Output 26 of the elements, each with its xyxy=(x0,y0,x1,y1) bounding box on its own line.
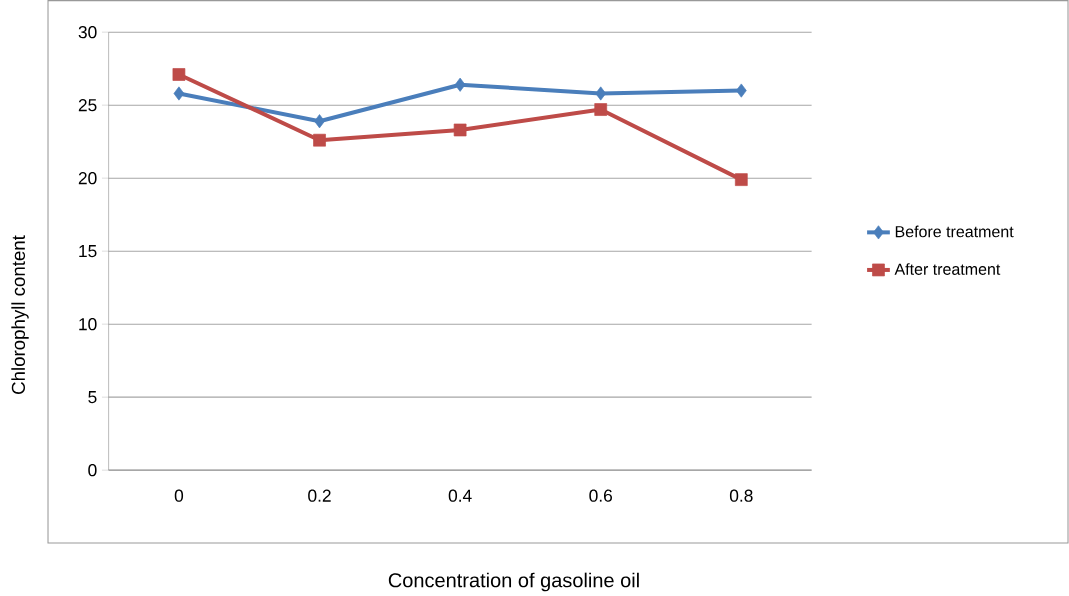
y-tick-label: 25 xyxy=(78,99,97,112)
point xyxy=(173,86,185,101)
y-tick-label: 15 xyxy=(79,245,97,258)
point xyxy=(594,103,608,116)
legend-label: Before treatment xyxy=(895,225,1014,238)
x-tick-label: 0 xyxy=(174,489,184,502)
point xyxy=(734,173,748,187)
point xyxy=(595,86,607,101)
y-tick-label: 10 xyxy=(79,318,97,331)
x-tick-label: 0.4 xyxy=(448,489,472,502)
x-tick-label: 0.6 xyxy=(589,489,613,502)
y-tick-label: 30 xyxy=(78,26,97,39)
y-tick-label: 5 xyxy=(88,391,97,404)
point xyxy=(453,123,467,137)
y-tick-label: 0 xyxy=(88,464,97,477)
legend-label: After treatment xyxy=(894,263,1001,276)
point xyxy=(172,68,186,81)
point xyxy=(454,77,466,92)
x-tick-label: 0.2 xyxy=(308,489,331,502)
y-tick-label: 20 xyxy=(78,172,97,185)
x-tick-label: 0.8 xyxy=(729,489,753,502)
y-axis-title: Chlorophyll content xyxy=(11,235,29,395)
x-axis-title: Concentration of gasoline oil xyxy=(388,572,639,592)
point xyxy=(735,83,747,98)
point xyxy=(314,114,325,129)
point xyxy=(313,133,326,147)
